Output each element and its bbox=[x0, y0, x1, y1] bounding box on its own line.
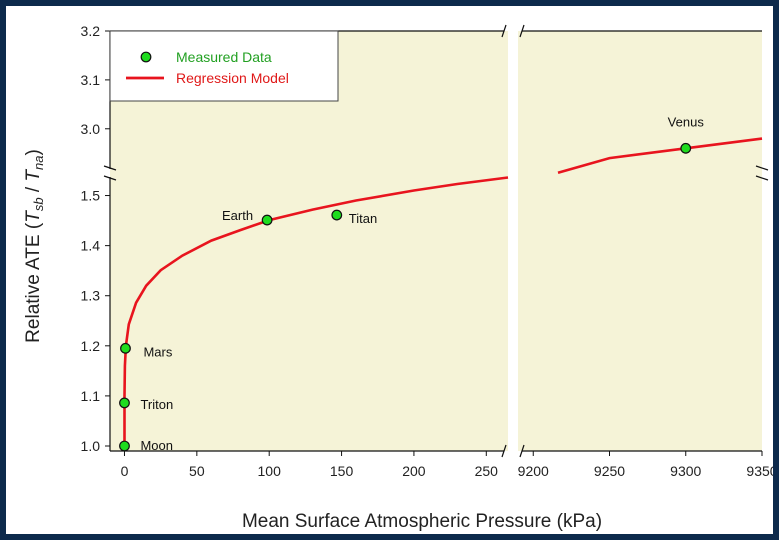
y-break-mark-right-lower bbox=[755, 175, 769, 181]
x-axis-label: Mean Surface Atmospheric Pressure (kPa) bbox=[242, 511, 602, 532]
x-tick-label: 200 bbox=[402, 463, 426, 479]
point-label-earth: Earth bbox=[222, 208, 253, 223]
legend: Measured Data Regression Model bbox=[109, 30, 339, 102]
y-axis-label-t2: T bbox=[23, 169, 44, 182]
x-break-mark-top-right bbox=[519, 24, 525, 38]
data-points-layer: Moon Triton Mars Earth Titan Venus bbox=[119, 114, 705, 453]
x-tick-label: 150 bbox=[330, 463, 354, 479]
x-break-mark-left bbox=[501, 444, 507, 458]
x-break-mark-top-left bbox=[501, 24, 507, 38]
y-axis-label-t1: T bbox=[23, 210, 44, 223]
legend-box bbox=[109, 30, 339, 102]
x-tick-label: 9350 bbox=[746, 463, 773, 479]
point-label-mars: Mars bbox=[143, 344, 172, 359]
x-tick-label: 9200 bbox=[518, 463, 549, 479]
legend-point-marker bbox=[140, 51, 152, 63]
y-tick-label: 1.5 bbox=[81, 188, 101, 204]
data-point-moon bbox=[119, 440, 130, 452]
y-axis-label-mid: / bbox=[23, 182, 44, 198]
data-point-earth bbox=[261, 214, 273, 226]
plot-background-right bbox=[518, 31, 762, 451]
regression-curve-high bbox=[557, 137, 763, 175]
axes-layer bbox=[103, 24, 769, 458]
chart-frame: Moon Triton Mars Earth Titan Venus 1.0 1.1 1.2 1… bbox=[6, 6, 773, 534]
point-label-triton: Triton bbox=[140, 397, 173, 412]
y-axis-label-end: ) bbox=[23, 149, 44, 155]
y-tick-label: 1.0 bbox=[81, 438, 101, 454]
y-axis-label-sub2: na bbox=[31, 156, 46, 170]
y-axis-label: Relative ATE (Tsb / Tna) bbox=[23, 149, 46, 343]
legend-label-measured: Measured Data bbox=[176, 49, 272, 65]
x-tick-label: 50 bbox=[189, 463, 205, 479]
data-point-titan bbox=[331, 209, 343, 221]
point-label-venus: Venus bbox=[668, 114, 705, 129]
legend-label-regression: Regression Model bbox=[176, 70, 289, 86]
data-point-triton bbox=[119, 397, 130, 409]
y-tick-label: 3.1 bbox=[81, 72, 101, 88]
y-axis-label-sub1: sb bbox=[31, 197, 46, 211]
x-tick-label: 250 bbox=[475, 463, 499, 479]
data-point-mars bbox=[120, 342, 131, 354]
x-break-mark-right bbox=[519, 444, 525, 458]
x-tick-label: 100 bbox=[258, 463, 282, 479]
point-label-titan: Titan bbox=[349, 211, 377, 226]
y-tick-label: 3.0 bbox=[81, 121, 101, 137]
data-point-venus bbox=[680, 142, 692, 154]
y-axis-label-main: Relative ATE ( bbox=[23, 222, 44, 343]
y-tick-label: 1.4 bbox=[81, 238, 101, 254]
y-break-mark-right-upper bbox=[755, 165, 769, 171]
y-break-mark-upper bbox=[103, 165, 117, 171]
y-tick-label: 3.2 bbox=[81, 23, 101, 39]
y-tick-label: 1.3 bbox=[81, 288, 101, 304]
point-label-moon: Moon bbox=[140, 438, 173, 453]
x-tick-label: 9250 bbox=[594, 463, 625, 479]
x-tick-label: 9300 bbox=[670, 463, 701, 479]
y-tick-label: 1.2 bbox=[81, 338, 101, 354]
y-tick-label: 1.1 bbox=[81, 388, 101, 404]
y-break-mark-lower bbox=[103, 175, 117, 181]
tick-labels-layer: 1.0 1.1 1.2 1.3 1.4 1.5 3.0 3.1 3.2 0 50 100 150 200 2… bbox=[81, 23, 773, 479]
x-tick-label: 0 bbox=[121, 463, 129, 479]
